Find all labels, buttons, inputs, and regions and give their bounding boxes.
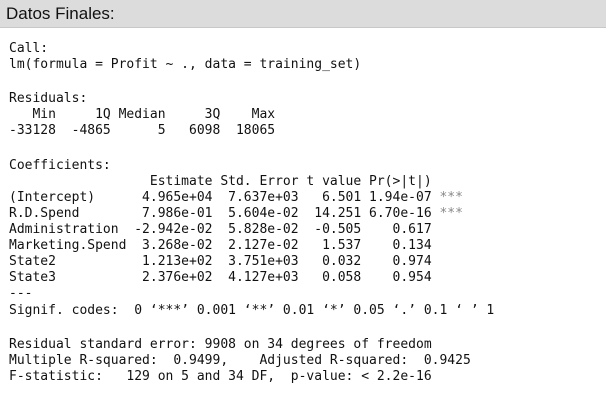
residuals-header: Min 1Q Median 3Q Max bbox=[9, 107, 276, 122]
coef-row-rd-spend: R.D.Spend 7.986e-01 5.604e-02 14.251 6.7… bbox=[9, 206, 463, 222]
f-statistic: F-statistic: 129 on 5 and 34 DF, p-value… bbox=[9, 369, 432, 384]
coef-row-text: State3 2.376e+02 4.127e+03 0.058 0.954 bbox=[9, 270, 432, 285]
coef-row-text: (Intercept) 4.965e+04 7.637e+03 6.501 1.… bbox=[9, 190, 432, 205]
coef-row-text: R.D.Spend 7.986e-01 5.604e-02 14.251 6.7… bbox=[9, 206, 432, 221]
coef-row-text: Marketing.Spend 3.268e-02 2.127e-02 1.53… bbox=[9, 238, 432, 253]
signif-stars: *** bbox=[431, 206, 463, 221]
coef-row-text: Administration -2.942e-02 5.828e-02 -0.5… bbox=[9, 222, 432, 237]
call-label: Call: bbox=[9, 41, 49, 56]
coefficients-header: Estimate Std. Error t value Pr(>|t|) bbox=[9, 174, 432, 189]
signif-codes: Signif. codes: 0 ‘***’ 0.001 ‘**’ 0.01 ‘… bbox=[9, 303, 495, 318]
residuals-label: Residuals: bbox=[9, 91, 88, 106]
title-bar: Datos Finales: bbox=[0, 0, 606, 28]
call-formula: lm(formula = Profit ~ ., data = training… bbox=[9, 57, 362, 72]
coefficients-label: Coefficients: bbox=[9, 158, 111, 173]
residuals-values: -33128 -4865 5 6098 18065 bbox=[9, 123, 276, 138]
residual-standard-error: Residual standard error: 9908 on 34 degr… bbox=[9, 337, 432, 352]
coef-row-administration: Administration -2.942e-02 5.828e-02 -0.5… bbox=[9, 222, 432, 238]
coef-row-marketing-spend: Marketing.Spend 3.268e-02 2.127e-02 1.53… bbox=[9, 238, 432, 254]
separator-line: --- bbox=[9, 286, 33, 301]
coef-row-state2: State2 1.213e+02 3.751e+03 0.032 0.974 bbox=[9, 254, 432, 270]
signif-stars: *** bbox=[431, 190, 463, 205]
r-squared: Multiple R-squared: 0.9499, Adjusted R-s… bbox=[9, 353, 471, 368]
coef-row-text: State2 1.213e+02 3.751e+03 0.032 0.974 bbox=[9, 254, 432, 269]
r-console-output: Call: lm(formula = Profit ~ ., data = tr… bbox=[9, 33, 601, 408]
window-title: Datos Finales: bbox=[6, 4, 115, 23]
coef-row-intercept: (Intercept) 4.965e+04 7.637e+03 6.501 1.… bbox=[9, 190, 463, 206]
coef-row-state3: State3 2.376e+02 4.127e+03 0.058 0.954 bbox=[9, 270, 432, 286]
